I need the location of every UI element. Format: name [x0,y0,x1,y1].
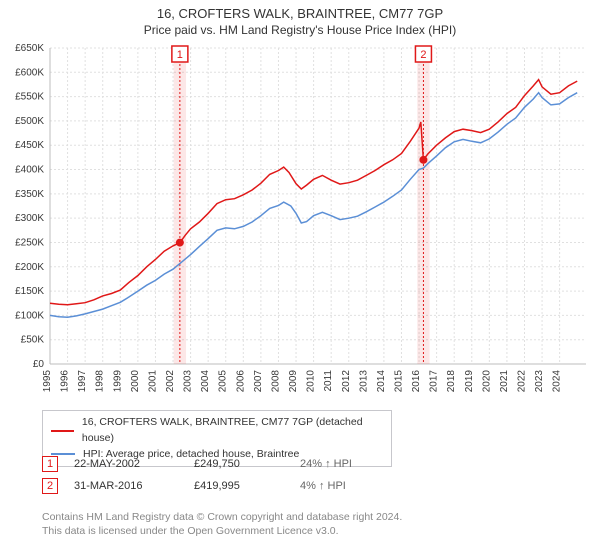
y-axis-tick-label: £150K [15,286,44,297]
footer-licence: Contains HM Land Registry data © Crown c… [42,510,582,538]
footer-line-2: This data is licensed under the Open Gov… [42,524,582,538]
footer-line-1: Contains HM Land Registry data © Crown c… [42,510,582,524]
x-axis-tick-label: 2006 [235,370,246,393]
price-chart: £0 £50K £100K £150K £200K £250K £300K £350K £400… [0,44,600,404]
x-axis-tick-label: 2012 [341,370,352,393]
y-axis-tick-label: £350K [15,189,44,200]
x-axis-tick-label: 2003 [183,370,194,393]
x-axis-tick-label: 2023 [534,370,545,393]
x-axis-tick-label: 2010 [306,370,317,393]
x-axis-tick-label: 2024 [552,370,563,393]
x-axis-tick-label: 2009 [288,370,299,393]
sale-row: 2 31-MAR-2016 £419,995 4% ↑ HPI [42,478,582,494]
sale-row-pct-vs-hpi: 24% ↑ HPI [300,458,390,470]
x-axis-tick-label: 1996 [60,370,71,393]
y-axis-tick-label: £550K [15,92,44,103]
sale-row-pct-vs-hpi: 4% ↑ HPI [300,480,390,492]
x-axis-tick-label: 2018 [446,370,457,393]
x-axis-tick-label: 2007 [253,370,264,393]
legend-swatch [51,430,74,432]
y-axis-tick-label: £300K [15,213,44,224]
y-axis-tick-label: £200K [15,262,44,273]
x-axis-tick-label: 1997 [77,370,88,393]
x-axis-tick-label: 2011 [323,370,334,392]
x-axis-tick-label: 2021 [499,370,510,393]
sale-markers-table: 1 22-MAY-2002 £249,750 24% ↑ HPI 2 31-MAR-201… [42,456,582,500]
y-axis-tick-label: £0 [33,359,45,370]
y-axis-tick-label: £500K [15,116,44,127]
x-axis-tick-label: 2017 [429,370,440,393]
sale-marker-badge-label: 2 [420,49,426,61]
x-axis-tick-label: 1998 [95,370,106,393]
x-axis-tick-label: 2019 [464,370,475,393]
y-axis-tick-label: £650K [15,44,44,54]
sale-row-date: 31-MAR-2016 [74,480,178,492]
y-axis-tick-label: £250K [15,237,44,248]
x-axis-tick-label: 2008 [270,370,281,393]
sale-row-price: £419,995 [194,480,284,492]
sale-row-badge: 2 [42,478,58,494]
y-axis-tick-label: £600K [15,67,44,78]
sale-row-badge: 1 [42,456,58,472]
sale-row-date: 22-MAY-2002 [74,458,178,470]
sale-row-price: £249,750 [194,458,284,470]
x-axis-tick-label: 2001 [147,370,158,393]
y-axis-tick-label: £100K [15,310,44,321]
sale-marker-dot [419,156,427,164]
x-axis-tick-label: 2020 [481,370,492,393]
page-title-address: 16, CROFTERS WALK, BRAINTREE, CM77 7GP [0,6,600,21]
x-axis-tick-label: 2005 [218,370,229,393]
x-axis-tick-label: 1999 [112,370,123,393]
x-axis-tick-label: 2016 [411,370,422,393]
page-title-sub: Price paid vs. HM Land Registry's House … [0,23,600,37]
x-axis-tick-label: 2013 [358,370,369,393]
x-axis-tick-label: 2004 [200,370,211,393]
chart-svg: £0 £50K £100K £150K £200K £250K £300K £350K £400… [0,44,600,404]
y-axis-tick-label: £400K [15,165,44,176]
x-axis-tick-label: 2000 [130,370,141,393]
x-axis-tick-label: 2014 [376,370,387,393]
x-axis-tick-label: 2002 [165,370,176,393]
x-axis-tick-label: 2022 [516,370,527,393]
legend-label: 16, CROFTERS WALK, BRAINTREE, CM77 7GP (… [82,415,383,447]
sale-row: 1 22-MAY-2002 £249,750 24% ↑ HPI [42,456,582,472]
x-axis-tick-label: 2015 [393,370,404,393]
y-axis-tick-label: £50K [21,335,45,346]
sale-marker-badge-label: 1 [177,49,183,61]
x-axis-tick-label: 1995 [42,370,53,393]
legend-row: 16, CROFTERS WALK, BRAINTREE, CM77 7GP (… [51,415,383,447]
y-axis-tick-label: £450K [15,140,44,151]
sale-marker-dot [176,239,184,247]
